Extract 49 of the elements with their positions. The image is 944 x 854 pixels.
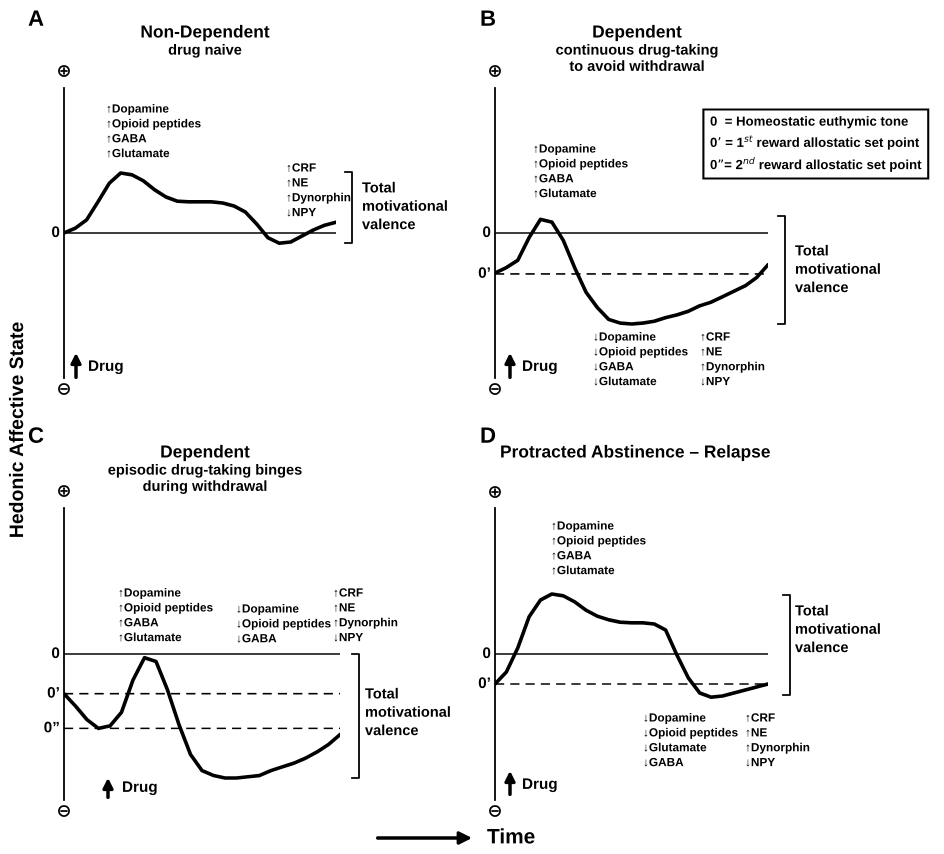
text: Drug	[89, 360, 123, 374]
text: ↑Dopamine ↑Opioid peptides ↑GABA ↑Glutamate	[552, 521, 646, 574]
text: Drug	[123, 781, 157, 796]
ref-line-label: 0”	[44, 722, 59, 732]
ref-line-label: 0	[483, 647, 490, 658]
text: ⊕	[58, 485, 70, 497]
chart-title: Non-Dependent	[142, 24, 270, 42]
text: 0 = Homeostatic euthymic tone 0’ = 1$^{st}$ reward allostatic set point 0”= 2$^{nd}$ reward allostatic set point	[710, 116, 922, 172]
text: ↓Dopamine ↓Opioid peptides ↓GABA	[238, 604, 331, 643]
annotation: ↑CRF ↑NE ↑Dynorphin ↓NPY	[288, 163, 350, 216]
text: ↑Dopamine ↑Opioid peptides ↑GABA ↑Glutamate	[120, 588, 213, 642]
ref-line-label: 0	[52, 647, 60, 658]
x-axis-title: Time	[487, 828, 535, 844]
ref-line-label: 0’	[48, 686, 59, 698]
text: ↓Dopamine ↓Opioid peptides ↓GABA ↓Glutamate	[594, 332, 688, 386]
text: ↑CRF ↑NE ↑Dynorphin ↓NPY	[746, 713, 810, 766]
text: Drug	[523, 778, 557, 792]
text: Drug	[523, 360, 557, 374]
text: ⊖	[489, 805, 501, 817]
chart-title: Dependent	[593, 24, 682, 42]
text: ⊖	[58, 805, 70, 817]
chart-subtitle: episodic drug-taking binges during withdrawal	[108, 464, 302, 494]
text: ↑CRF ↑NE ↑Dynorphin ↓NPY	[702, 332, 764, 386]
ref-line-label: 0	[483, 226, 490, 238]
text: C	[28, 427, 44, 443]
text: Total motivational valence	[795, 604, 880, 652]
chart-subtitle: continuous drug-taking to avoid withdrawal	[556, 44, 718, 72]
text: Total motivational valence	[362, 182, 447, 230]
text: B	[481, 10, 496, 26]
chart-title: Protracted Abstinence – Relapse	[501, 444, 770, 462]
text: ↑Dopamine ↑Opioid peptides ↑GABA ↑Glutamate	[108, 104, 201, 158]
text: ⊕	[489, 486, 501, 498]
chart-title: Dependent	[161, 444, 250, 462]
text: ↓Dopamine ↓Opioid peptides ↓Glutamate ↓GABA	[644, 713, 738, 766]
text: ⊖	[489, 383, 501, 395]
text: Total motivational valence	[795, 244, 880, 292]
text: A	[28, 10, 44, 26]
chart-subtitle: drug naive	[168, 44, 242, 58]
ref-line-label: 0’	[478, 267, 490, 278]
text: ⊕	[58, 65, 70, 77]
text: ↑CRF ↑NE ↑Dynorphin ↓NPY	[334, 588, 398, 642]
ref-line-label: 0’	[478, 677, 490, 688]
text: ⊖	[58, 383, 70, 395]
text: ↑Dopamine ↑Opioid peptides ↑GABA ↑Glutamate	[534, 144, 628, 198]
ref-line-label: 0	[52, 226, 60, 238]
y-axis-title: Hedonic Affective State	[8, 322, 24, 537]
text: Total motivational valence	[365, 688, 450, 736]
text: D	[481, 427, 496, 443]
text: ⊕	[489, 65, 501, 77]
